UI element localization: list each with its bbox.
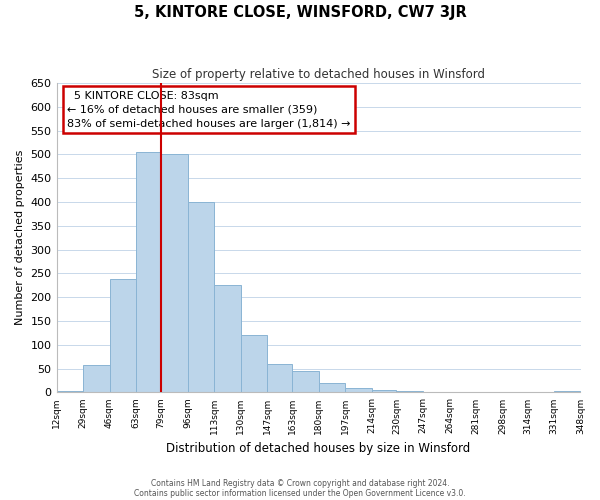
- Bar: [292, 371, 319, 392]
- Bar: [136, 152, 161, 392]
- Bar: [267, 364, 292, 392]
- Bar: [188, 202, 214, 392]
- Bar: [214, 286, 241, 393]
- X-axis label: Distribution of detached houses by size in Winsford: Distribution of detached houses by size …: [166, 442, 470, 455]
- Bar: [161, 154, 188, 392]
- Text: 5 KINTORE CLOSE: 83sqm  
← 16% of detached houses are smaller (359)
83% of semi-: 5 KINTORE CLOSE: 83sqm ← 16% of detached…: [67, 91, 350, 129]
- Y-axis label: Number of detached properties: Number of detached properties: [15, 150, 25, 326]
- Bar: [56, 391, 83, 392]
- Bar: [110, 279, 136, 392]
- Text: Contains HM Land Registry data © Crown copyright and database right 2024.: Contains HM Land Registry data © Crown c…: [151, 478, 449, 488]
- Bar: [319, 383, 345, 392]
- Bar: [241, 336, 267, 392]
- Bar: [371, 390, 397, 392]
- Bar: [83, 366, 110, 392]
- Bar: [345, 388, 371, 392]
- Text: Contains public sector information licensed under the Open Government Licence v3: Contains public sector information licen…: [134, 488, 466, 498]
- Title: Size of property relative to detached houses in Winsford: Size of property relative to detached ho…: [152, 68, 485, 80]
- Text: 5, KINTORE CLOSE, WINSFORD, CW7 3JR: 5, KINTORE CLOSE, WINSFORD, CW7 3JR: [134, 5, 466, 20]
